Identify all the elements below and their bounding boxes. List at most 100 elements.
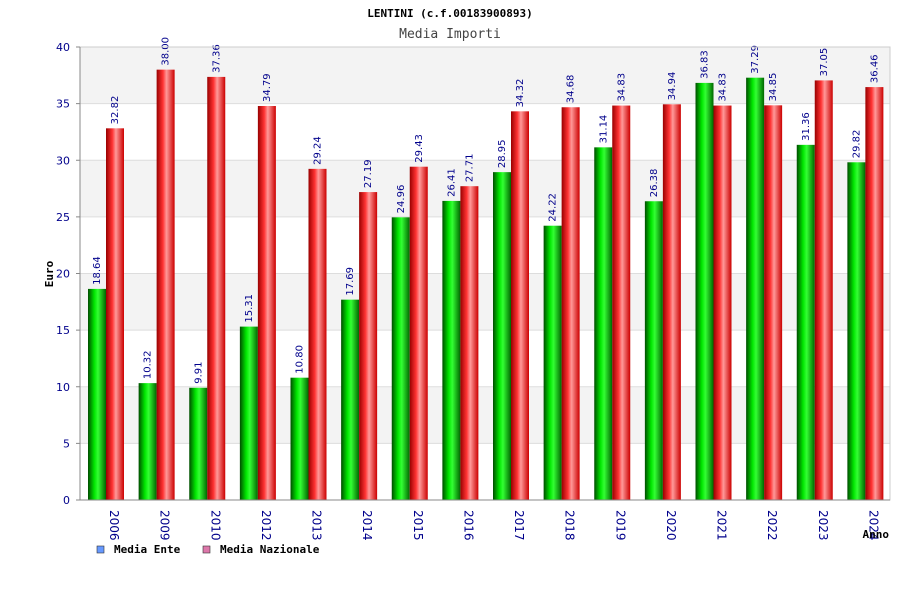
data-label-media-ente-2012: 15.31	[244, 294, 255, 323]
data-label-media-ente-2024: 29.82	[851, 130, 862, 159]
x-tick-label-2012: 2012	[259, 510, 273, 541]
bar-media-ente-2024	[847, 162, 866, 500]
data-label-media-nazionale-2012: 34.79	[262, 73, 273, 102]
chart-subtitle: Media Importi	[399, 27, 501, 42]
bar-media-nazionale-2006	[106, 128, 124, 500]
bar-media-ente-2013	[290, 377, 309, 500]
bar-media-nazionale-2012	[257, 106, 276, 501]
bar-media-nazionale-2022	[764, 105, 783, 500]
x-tick-label-2024: 2024	[866, 510, 880, 541]
x-tick-label-2013: 2013	[310, 510, 324, 541]
y-tick-label: 20	[56, 268, 70, 281]
data-label-media-ente-2018: 24.22	[548, 193, 559, 222]
data-label-media-nazionale-2018: 34.68	[566, 75, 577, 104]
y-tick-label: 30	[56, 154, 70, 167]
bar-media-nazionale-2018	[561, 107, 580, 501]
x-tick-label-2014: 2014	[360, 510, 374, 541]
bar-media-nazionale-2020	[662, 104, 681, 500]
bar-media-ente-2023	[796, 144, 815, 500]
x-tick-label-2023: 2023	[816, 510, 830, 541]
data-label-media-nazionale-2014: 27.19	[363, 159, 374, 188]
y-tick-label: 35	[56, 98, 70, 111]
data-label-media-ente-2022: 37.29	[750, 45, 761, 74]
x-tick-label-2017: 2017	[512, 510, 526, 541]
bar-media-ente-2022	[746, 77, 765, 501]
bars	[88, 69, 884, 501]
data-label-media-nazionale-2024: 36.46	[869, 54, 880, 83]
data-label-media-nazionale-2021: 34.83	[718, 73, 729, 102]
bar-media-nazionale-2013	[308, 168, 327, 500]
x-tick-labels: 2006 2009 2010 2012 2013 2014 2015 2016 2017 2018…	[107, 510, 880, 541]
data-label-media-ente-2023: 31.36	[801, 112, 812, 141]
x-tick-label-2010: 2010	[208, 510, 222, 541]
data-label-media-ente-2014: 17.69	[345, 267, 356, 296]
data-labels: 18.64 32.82 10.32 38.00 9.91 37.36 15.31 34.79 1…	[92, 37, 880, 384]
data-label-media-ente-2009: 10.32	[143, 350, 154, 379]
y-tick-label: 25	[56, 211, 70, 224]
x-tick-label-2021: 2021	[715, 510, 729, 541]
bar-media-ente-2020	[644, 201, 663, 500]
bar-media-ente-2014	[341, 299, 360, 500]
data-label-media-nazionale-2022: 34.85	[768, 73, 779, 102]
y-tick-label: 10	[56, 381, 70, 394]
data-label-media-ente-2006: 18.64	[92, 256, 103, 285]
bar-media-ente-2006	[88, 288, 106, 500]
x-tick-label-2018: 2018	[563, 510, 577, 541]
bar-media-ente-2012	[239, 326, 258, 500]
bar-media-ente-2017	[493, 172, 511, 501]
data-label-media-ente-2015: 24.96	[396, 185, 407, 214]
data-label-media-ente-2019: 31.14	[598, 115, 609, 144]
bar-media-nazionale-2010	[207, 76, 226, 500]
data-label-media-ente-2020: 26.38	[649, 169, 660, 198]
x-axis-label: Anno	[863, 528, 890, 541]
y-tick-labels: 0 5 10 15 20 25 30 35 40	[56, 41, 80, 507]
bar-media-nazionale-2016	[460, 186, 479, 500]
x-tick-label-2019: 2019	[613, 510, 627, 541]
data-label-media-nazionale-2023: 37.05	[819, 48, 830, 77]
x-tick-label-2015: 2015	[411, 510, 425, 541]
data-label-media-nazionale-2020: 34.94	[667, 72, 678, 101]
x-tick-label-2020: 2020	[664, 510, 678, 541]
bar-media-nazionale-2014	[359, 192, 378, 501]
y-axis-label: Euro	[43, 260, 56, 287]
bar-media-nazionale-2009	[156, 69, 175, 501]
data-label-media-ente-2016: 26.41	[446, 168, 457, 197]
y-tick-label: 5	[63, 437, 70, 450]
bar-media-ente-2009	[138, 383, 157, 500]
bar-media-nazionale-2021	[713, 105, 732, 501]
bar-media-ente-2019	[594, 147, 613, 501]
legend-swatch-media-ente	[96, 545, 105, 554]
bar-media-ente-2016	[442, 200, 461, 501]
legend-swatch-media-nazionale	[202, 545, 211, 554]
data-label-media-nazionale-2019: 34.83	[616, 73, 627, 102]
bar-media-nazionale-2015	[409, 166, 428, 500]
data-label-media-nazionale-2017: 34.32	[515, 79, 526, 108]
x-tick-label-2016: 2016	[461, 510, 475, 541]
chart-title: LENTINI (c.f.00183900893)	[367, 7, 533, 20]
legend: Media Ente Media Nazionale	[96, 543, 320, 556]
bar-media-nazionale-2017	[511, 111, 529, 501]
bar-media-ente-2015	[391, 217, 410, 500]
bar-media-ente-2010	[189, 387, 208, 500]
y-tick-label: 0	[63, 494, 70, 507]
data-label-media-nazionale-2016: 27.71	[464, 154, 475, 183]
x-tick-label-2022: 2022	[765, 510, 779, 541]
data-label-media-nazionale-2010: 37.36	[211, 44, 222, 73]
legend-label-media-nazionale: Media Nazionale	[220, 543, 320, 556]
data-label-media-ente-2021: 36.83	[700, 50, 711, 79]
data-label-media-ente-2013: 10.80	[295, 345, 306, 374]
bar-media-nazionale-2024	[865, 87, 884, 500]
legend-label-media-ente: Media Ente	[114, 543, 181, 556]
x-tick-label-2009: 2009	[158, 510, 172, 541]
bar-media-nazionale-2023	[814, 80, 833, 500]
data-label-media-nazionale-2013: 29.24	[313, 136, 324, 165]
bar-media-ente-2018	[543, 225, 562, 500]
bar-media-nazionale-2019	[612, 105, 631, 501]
y-tick-label: 15	[56, 324, 70, 337]
data-label-media-ente-2010: 9.91	[193, 362, 204, 384]
x-tick-label-2006: 2006	[107, 510, 121, 541]
data-label-media-nazionale-2009: 38.00	[161, 37, 172, 66]
y-tick-label: 40	[56, 41, 70, 54]
